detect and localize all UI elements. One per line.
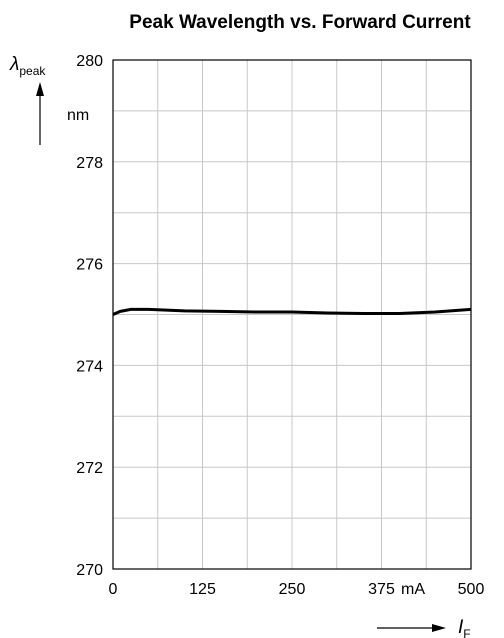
x-tick-labels: 0 125 250 375 500 <box>109 581 485 598</box>
y-tick-labels: 270 272 274 276 278 280 <box>76 53 103 579</box>
plot-frame <box>112 59 472 570</box>
x-axis-label: IF <box>458 617 471 638</box>
y-tick-label: 280 <box>76 53 103 70</box>
y-tick-label: 278 <box>76 155 103 172</box>
grid <box>113 60 471 569</box>
x-axis-subscript: F <box>463 627 470 638</box>
series-group <box>112 307 472 316</box>
x-axis-arrowhead <box>432 624 446 632</box>
x-tick-label: 500 <box>458 581 485 598</box>
x-tick-label: 125 <box>189 581 216 598</box>
x-tick-label: 0 <box>109 581 118 598</box>
y-tick-label: 270 <box>76 562 103 579</box>
y-axis-symbol: λ <box>9 54 19 75</box>
series-line <box>112 307 472 316</box>
y-tick-label: 276 <box>76 257 103 274</box>
y-tick-label: 274 <box>76 358 103 375</box>
y-tick-label: 272 <box>76 460 103 477</box>
x-axis-unit: mA <box>401 581 425 598</box>
y-axis-unit: nm <box>67 107 89 124</box>
x-axis-symbol: I <box>458 617 464 638</box>
x-tick-label: 250 <box>279 581 306 598</box>
y-axis-subscript: peak <box>19 64 46 78</box>
chart-title: Peak Wavelength vs. Forward Current <box>129 12 471 33</box>
y-axis-label: λpeak <box>9 54 46 78</box>
y-axis-arrowhead <box>36 82 44 96</box>
x-tick-label: 375 <box>368 581 395 598</box>
